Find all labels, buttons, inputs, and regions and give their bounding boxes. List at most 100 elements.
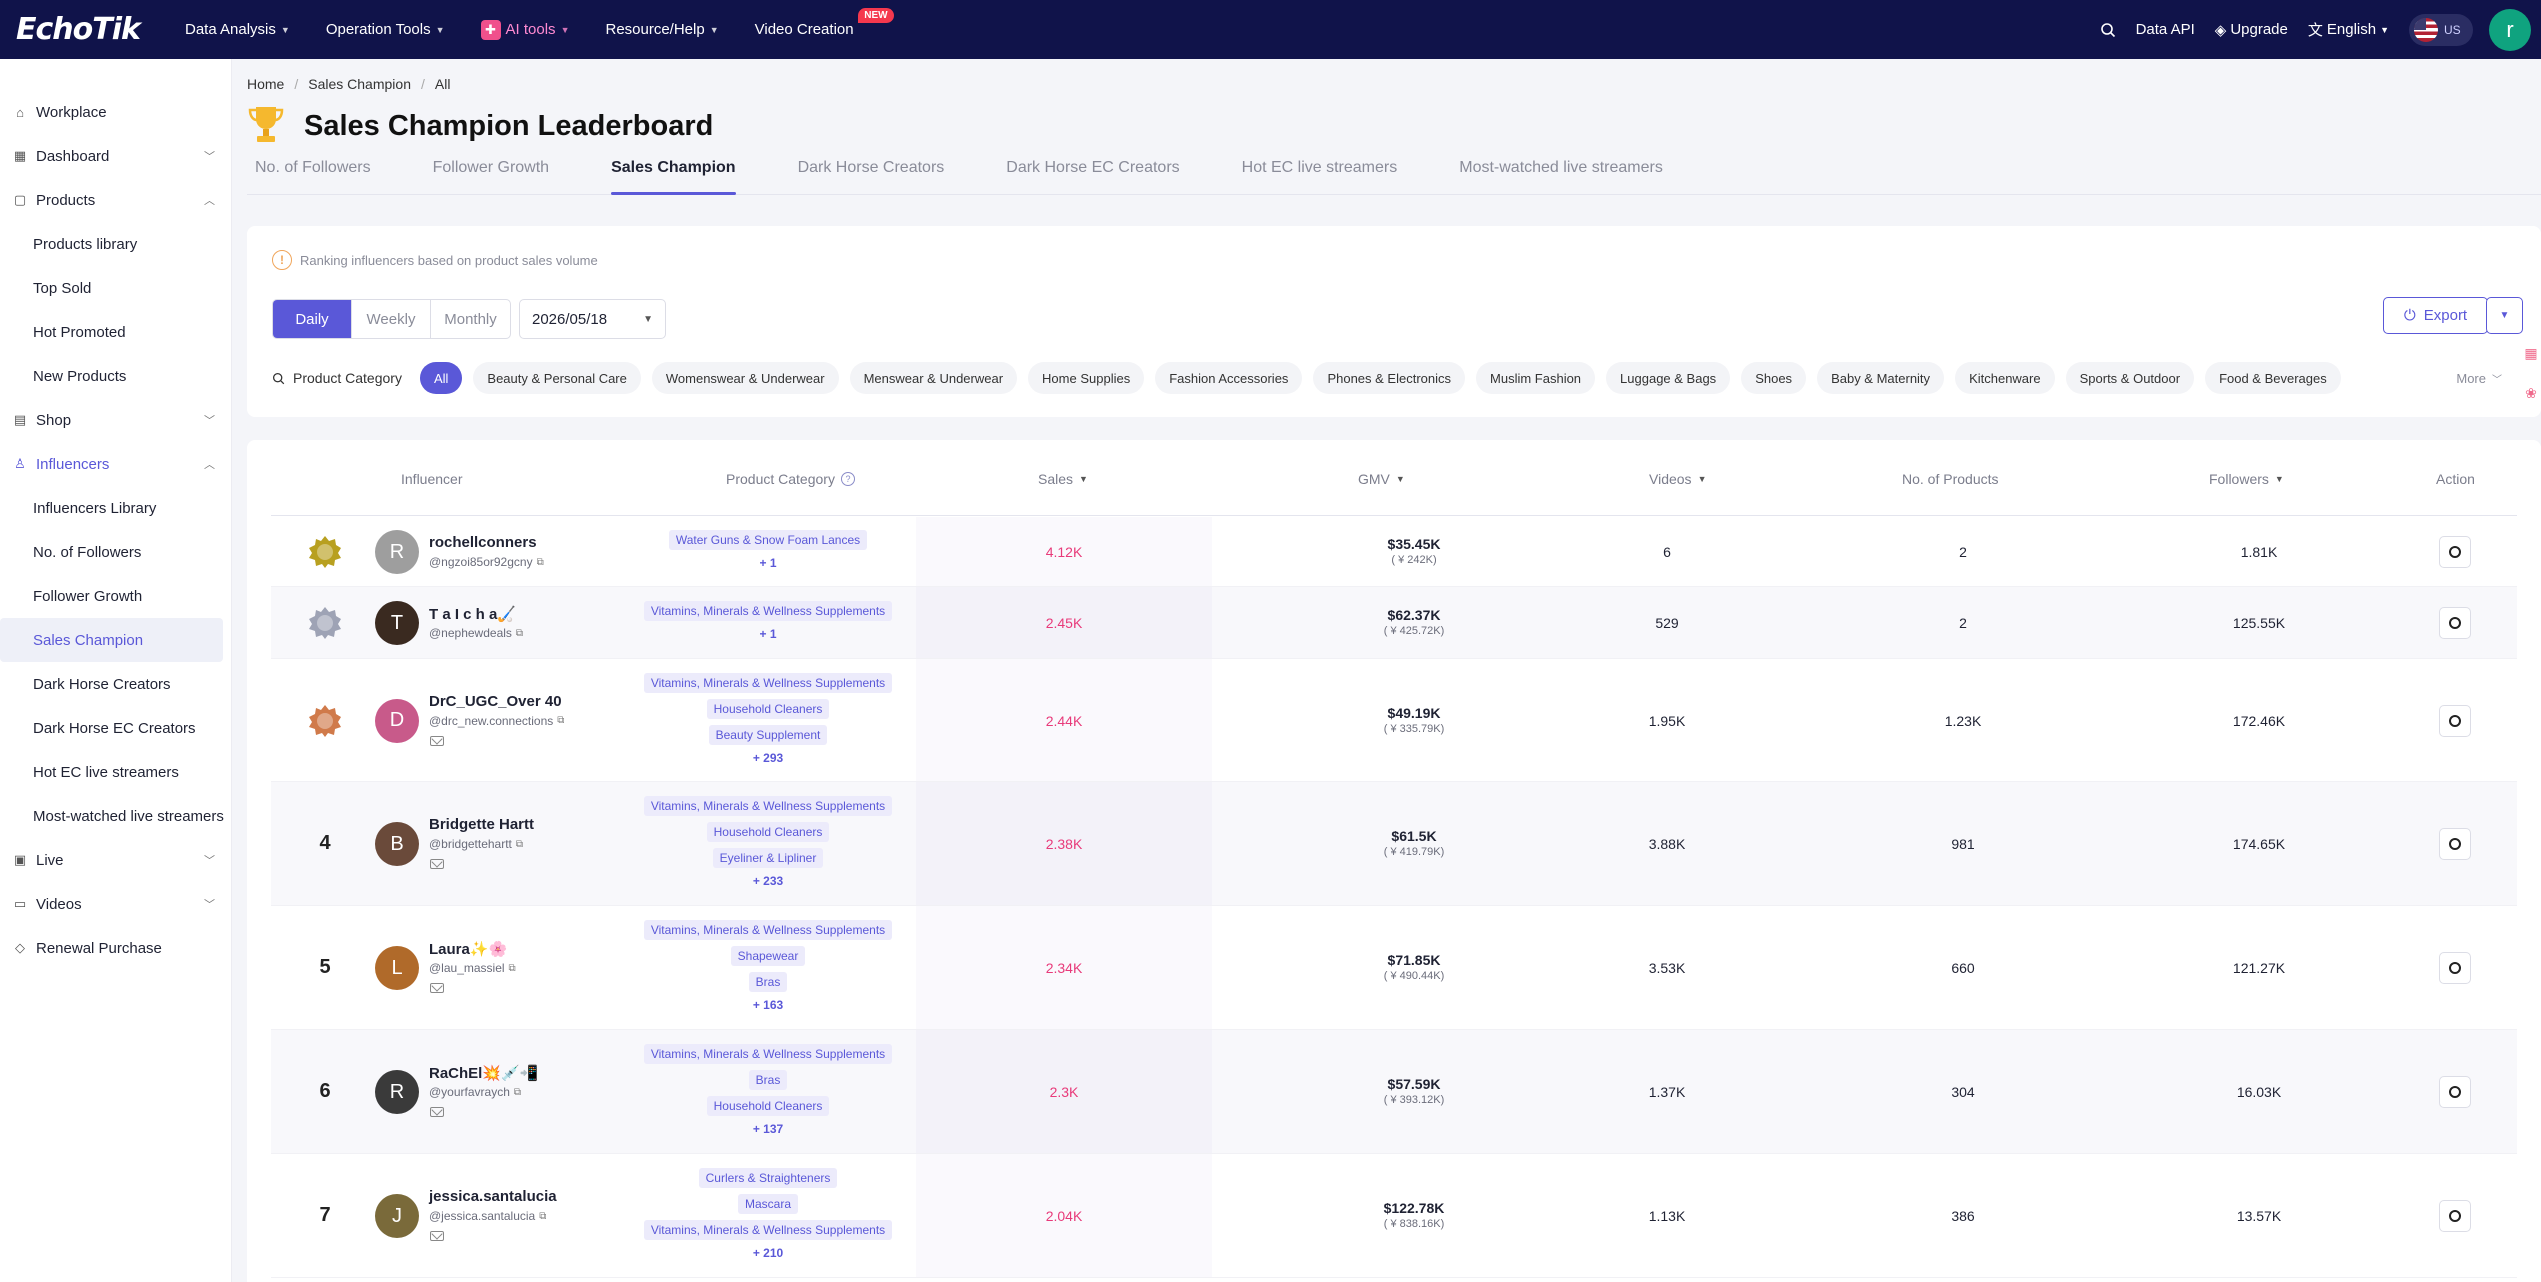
action-button[interactable] <box>2439 828 2471 860</box>
period-monthly-button[interactable]: Monthly <box>444 310 497 328</box>
upgrade-link[interactable]: ◈ Upgrade <box>2214 21 2288 39</box>
influencer-name[interactable]: jessica.santalucia <box>429 1188 557 1205</box>
more-categories-link[interactable]: + 210 <box>752 1246 784 1260</box>
nav-ai-tools[interactable]: ✚ AI tools ▼ <box>480 19 569 40</box>
sidebar-item-most-watched-live-streamers[interactable]: Most-watched live streamers <box>33 807 224 825</box>
nav-data-analysis[interactable]: Data Analysis ▼ <box>185 21 290 38</box>
sidebar-item-renewal-purchase[interactable]: ◇ Renewal Purchase <box>15 939 162 957</box>
sidebar-item-influencers[interactable]: ♙ Influencers ︿ <box>14 455 215 473</box>
category-chip[interactable]: Food & Beverages <box>2205 362 2341 394</box>
header-gmv[interactable]: GMV ▼ <box>1358 471 1405 487</box>
category-chip[interactable]: Womenswear & Underwear <box>651 362 839 394</box>
sidebar-item-no-of-followers[interactable]: No. of Followers <box>33 543 142 561</box>
nav-video-creation[interactable]: Video Creation NEW <box>755 8 894 38</box>
avatar[interactable]: J <box>375 1194 419 1238</box>
nav-operation-tools[interactable]: Operation Tools ▼ <box>325 21 445 38</box>
more-categories-link[interactable]: + 1 <box>759 556 777 570</box>
category-chip[interactable]: Luggage & Bags <box>1606 362 1731 394</box>
tab-no-of-followers[interactable]: No. of Followers <box>255 159 371 176</box>
sidebar-item-hot-ec-live-streamers[interactable]: Hot EC live streamers <box>33 763 179 781</box>
language-select[interactable]: 文 English ▼ <box>2307 21 2389 39</box>
copy-icon[interactable]: ⧉ <box>515 838 524 850</box>
influencer-name[interactable]: rochellconners <box>429 534 537 551</box>
nav-resource-help[interactable]: Resource/Help ▼ <box>605 21 719 38</box>
mail-icon[interactable] <box>430 1231 444 1241</box>
action-button[interactable] <box>2439 1200 2471 1232</box>
category-chip[interactable]: Phones & Electronics <box>1313 362 1466 394</box>
category-chip[interactable]: Home Supplies <box>1028 362 1145 394</box>
breadcrumb-sales-champion[interactable]: Sales Champion <box>308 76 411 92</box>
help-icon[interactable]: ? <box>840 472 855 486</box>
sidebar-item-hot-promoted[interactable]: Hot Promoted <box>33 323 126 341</box>
search-icon[interactable] <box>2100 22 2116 38</box>
avatar[interactable]: B <box>375 822 419 866</box>
header-followers[interactable]: Followers ▼ <box>2209 471 2284 487</box>
header-sales[interactable]: Sales ▼ <box>1038 471 1088 487</box>
avatar[interactable]: D <box>375 698 419 743</box>
category-chip[interactable]: Baby & Maternity <box>1817 362 1945 394</box>
more-categories-link[interactable]: + 1 <box>759 627 777 641</box>
breadcrumb-home[interactable]: Home <box>247 76 285 92</box>
action-button[interactable] <box>2439 704 2471 737</box>
category-chip[interactable]: Shoes <box>1741 362 1807 394</box>
sidebar-item-shop[interactable]: ▤ Shop ﹀ <box>13 411 215 429</box>
sidebar-item-influencers-library[interactable]: Influencers Library <box>33 499 157 517</box>
mail-icon[interactable] <box>430 735 444 746</box>
influencer-name[interactable]: Laura✨🌸 <box>429 941 508 958</box>
copy-icon[interactable]: ⧉ <box>557 715 565 726</box>
action-button[interactable] <box>2439 536 2471 568</box>
tab-hot-ec-live-streamers[interactable]: Hot EC live streamers <box>1241 159 1398 176</box>
avatar[interactable]: T <box>375 601 419 645</box>
period-weekly-button[interactable]: Weekly <box>352 300 431 338</box>
mail-icon[interactable] <box>430 983 444 993</box>
header-videos[interactable]: Videos ▼ <box>1649 471 1707 487</box>
period-daily-button[interactable]: Daily <box>273 300 352 338</box>
category-chip[interactable]: Fashion Accessories <box>1155 362 1303 394</box>
more-categories-link[interactable]: + 163 <box>752 998 784 1012</box>
copy-icon[interactable]: ⧉ <box>513 1086 522 1098</box>
more-categories-link[interactable]: + 137 <box>752 1122 784 1136</box>
tab-dark-horse-ec-creators[interactable]: Dark Horse EC Creators <box>1006 159 1180 176</box>
category-chip[interactable]: Muslim Fashion <box>1476 362 1596 394</box>
sidebar-item-live[interactable]: ▣ Live ﹀ <box>13 851 215 869</box>
sidebar-item-dark-horse-ec-creators[interactable]: Dark Horse EC Creators <box>33 719 196 737</box>
export-button[interactable]: ⏻ Export <box>2383 297 2488 334</box>
tab-dark-horse-creators[interactable]: Dark Horse Creators <box>797 159 945 176</box>
category-chip[interactable]: Sports & Outdoor <box>2065 362 2195 394</box>
influencer-name[interactable]: DrC_UGC_Over 40 <box>429 692 562 710</box>
logo[interactable]: EchoTik <box>16 12 141 47</box>
region-select[interactable]: US <box>2409 13 2473 46</box>
sidebar-item-follower-growth[interactable]: Follower Growth <box>33 587 143 605</box>
copy-icon[interactable]: ⧉ <box>508 962 516 974</box>
influencer-name[interactable]: Bridgette Hartt <box>429 816 535 833</box>
category-chip-all[interactable]: All <box>419 362 463 394</box>
tab-follower-growth[interactable]: Follower Growth <box>432 159 550 176</box>
sidebar-item-new-products[interactable]: New Products <box>33 367 127 385</box>
sidebar-item-top-sold[interactable]: Top Sold <box>33 279 92 297</box>
category-chip[interactable]: Beauty & Personal Care <box>473 362 641 394</box>
mail-icon[interactable] <box>430 859 444 869</box>
influencer-name[interactable]: RaChEl💥💉📲 <box>429 1065 539 1082</box>
action-button[interactable] <box>2439 952 2471 984</box>
qr-icon[interactable]: ▦ <box>2524 345 2538 361</box>
avatar[interactable]: L <box>375 946 419 990</box>
tab-sales-champion[interactable]: Sales Champion <box>603 155 743 195</box>
category-more-button[interactable]: More ﹀ <box>2456 370 2502 386</box>
sidebar-item-sales-champion[interactable]: Sales Champion <box>0 618 223 662</box>
category-chip[interactable]: Menswear & Underwear <box>849 362 1018 394</box>
action-button[interactable] <box>2439 607 2471 639</box>
action-button[interactable] <box>2439 1076 2471 1108</box>
more-categories-link[interactable]: + 293 <box>752 750 784 765</box>
copy-icon[interactable]: ⧉ <box>539 1210 547 1222</box>
export-dropdown-button[interactable]: ▼ <box>2486 297 2523 334</box>
copy-icon[interactable]: ⧉ <box>536 556 544 568</box>
sidebar-item-workplace[interactable]: ⌂ Workplace <box>0 90 231 134</box>
sidebar-item-videos[interactable]: ▭ Videos ﹀ <box>13 895 215 913</box>
influencer-name[interactable]: T a I c h a🏑 <box>429 606 517 623</box>
sidebar-item-dashboard[interactable]: ▦ Dashboard ﹀ <box>13 147 215 165</box>
avatar[interactable]: R <box>375 530 419 574</box>
user-avatar[interactable]: r <box>2489 8 2531 51</box>
sidebar-item-products[interactable]: ▢ Products ︿ <box>13 191 215 209</box>
tab-most-watched-live-streamers[interactable]: Most-watched live streamers <box>1459 159 1663 176</box>
copy-icon[interactable]: ⧉ <box>515 627 524 639</box>
